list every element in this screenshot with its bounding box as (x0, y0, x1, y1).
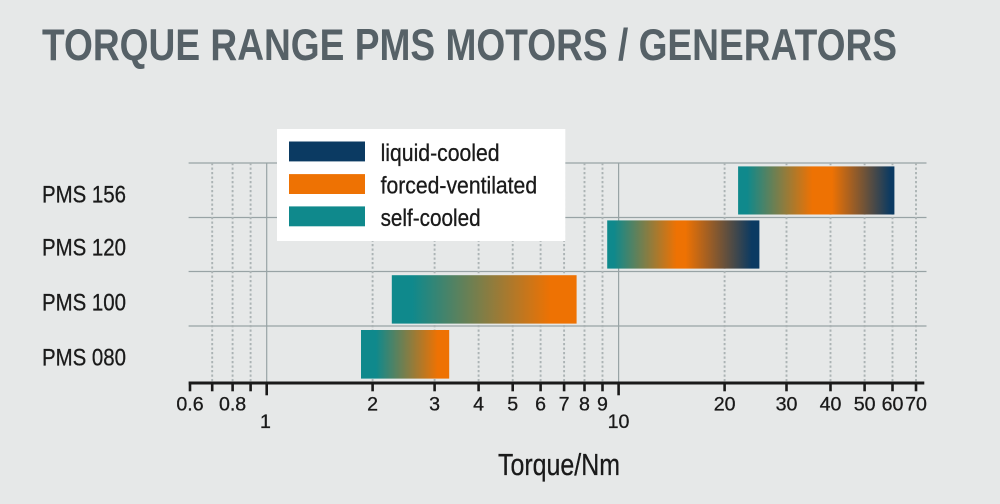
svg-text:7: 7 (559, 394, 570, 416)
svg-text:50: 50 (854, 394, 876, 416)
svg-text:60: 60 (882, 394, 904, 416)
svg-text:4: 4 (473, 394, 484, 416)
svg-text:6: 6 (535, 394, 546, 416)
svg-text:0.8: 0.8 (219, 394, 246, 416)
svg-text:PMS 120: PMS 120 (42, 235, 126, 262)
svg-text:0.6: 0.6 (176, 394, 203, 416)
svg-text:5: 5 (507, 394, 518, 416)
svg-text:3: 3 (429, 394, 440, 416)
svg-text:Torque/Nm: Torque/Nm (498, 447, 620, 482)
svg-text:70: 70 (905, 394, 927, 416)
svg-text:20: 20 (714, 394, 736, 416)
svg-text:liquid-cooled: liquid-cooled (381, 140, 500, 167)
svg-text:PMS 100: PMS 100 (42, 289, 126, 316)
svg-text:2: 2 (367, 394, 378, 416)
svg-text:1: 1 (260, 411, 271, 433)
svg-text:8: 8 (579, 394, 590, 416)
svg-text:PMS 156: PMS 156 (42, 181, 126, 208)
svg-text:9: 9 (597, 394, 608, 416)
svg-text:10: 10 (608, 411, 630, 433)
svg-text:self-cooled: self-cooled (381, 205, 481, 232)
svg-text:PMS 080: PMS 080 (42, 345, 126, 372)
svg-text:TORQUE RANGE PMS MOTORS / GENE: TORQUE RANGE PMS MOTORS / GENERATORS (42, 21, 897, 70)
svg-text:40: 40 (820, 394, 842, 416)
svg-text:forced-ventilated: forced-ventilated (381, 173, 537, 200)
svg-text:30: 30 (776, 394, 798, 416)
